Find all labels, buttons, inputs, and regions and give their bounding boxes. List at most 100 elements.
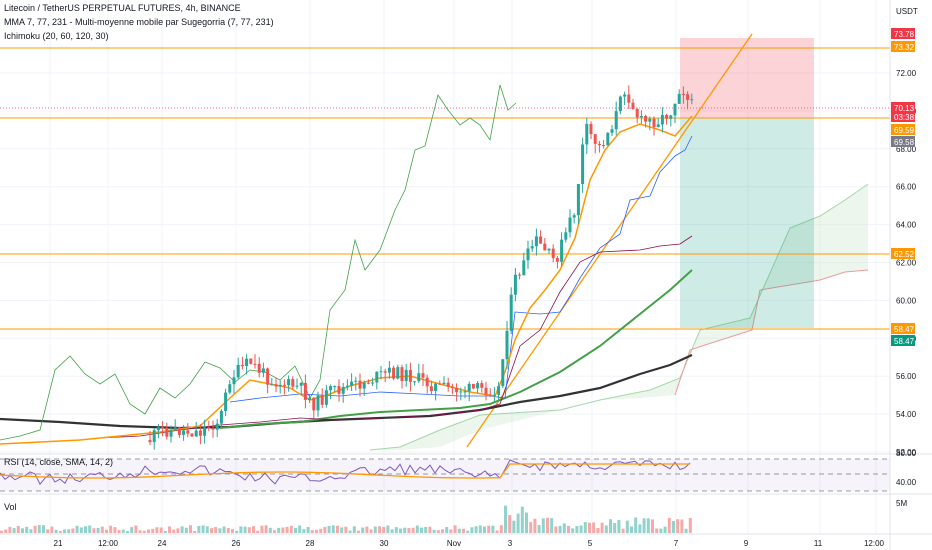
candle-body (660, 114, 664, 125)
candle-body (505, 330, 509, 360)
long-position-tool[interactable] (680, 38, 814, 328)
volume-bar (176, 528, 180, 533)
candle-body (425, 377, 429, 387)
volume-bar (12, 528, 16, 533)
volume-bar (348, 530, 352, 533)
volume-bar (663, 526, 667, 533)
volume-bar (126, 530, 129, 533)
legend-rsi[interactable]: RSI (14, close, SMA, 14, 2) (4, 457, 114, 467)
volume-bar (676, 519, 680, 533)
candle-body (421, 373, 425, 378)
volume-bar (310, 530, 314, 533)
volume-bar (638, 524, 642, 533)
candle-body (669, 115, 673, 119)
legend-mma[interactable]: MMA 7, 77, 231 - Multi-moyenne mobile pa… (4, 17, 274, 27)
volume-bar (247, 527, 251, 533)
legend-volume[interactable]: Vol (4, 502, 17, 512)
candle-body (245, 358, 249, 367)
candle-body (497, 386, 501, 395)
price-tag (891, 28, 915, 39)
volume-bar (277, 527, 281, 533)
candle-body (690, 99, 694, 101)
volume-bar (79, 527, 83, 533)
volume-bar (184, 527, 188, 533)
candle-body (312, 397, 316, 411)
volume-bar (436, 530, 440, 533)
candle-body (165, 427, 169, 437)
volume-bar (226, 528, 230, 533)
candle-body (303, 382, 307, 400)
candle-body (572, 215, 576, 218)
volume-bar (499, 525, 503, 533)
volume-bar (25, 526, 29, 533)
volume-bar (588, 522, 591, 533)
time-axis[interactable]: 21 12:00 24 26 28 30 Nov 3 5 7 9 11 12:00 (54, 539, 885, 548)
volume-bar (365, 526, 369, 533)
volume-bar (306, 527, 310, 533)
volume-bar (625, 520, 629, 533)
volume-bar (231, 529, 234, 533)
volume-bar (655, 528, 659, 533)
volume-bar (554, 526, 558, 533)
volume-bar (403, 527, 407, 533)
candle-body (341, 387, 345, 394)
volume-bar (592, 522, 596, 533)
volume-bar (117, 530, 121, 533)
candle-body (333, 386, 337, 388)
candle-body (299, 382, 303, 386)
candle-body (455, 387, 459, 393)
legend-symbol[interactable]: Litecoin / TetherUS PERPETUAL FUTURES, 4… (4, 3, 241, 13)
candle-body (522, 260, 526, 276)
volume-bar (138, 530, 142, 533)
candle-body (350, 381, 354, 386)
candle-body (652, 118, 656, 127)
volume-bar (537, 525, 541, 533)
volume-bar (336, 525, 339, 533)
candle-body (610, 129, 614, 133)
candle-body (253, 363, 257, 365)
legend-ichimoku[interactable]: Ichimoku (20, 60, 120, 30) (4, 31, 109, 41)
price-axis[interactable]: USDT 72.0070.0068.0066.0064.0062.0060.00… (896, 7, 918, 457)
trend-line[interactable] (466, 33, 753, 448)
volume-bar (96, 527, 100, 533)
candle-body (509, 294, 513, 331)
volume-bar (462, 528, 465, 533)
volume-bar (604, 525, 608, 533)
volume-bar (466, 530, 470, 533)
candle-body (627, 94, 631, 103)
candle-body (656, 124, 660, 127)
volume-bar (42, 525, 45, 533)
volume-bar (218, 528, 222, 533)
candle-body (291, 379, 295, 387)
volume-bar (323, 526, 327, 533)
volume-bar (289, 525, 293, 533)
volume-bar (390, 529, 394, 533)
volume-bar (315, 529, 318, 533)
candle-body (219, 411, 223, 424)
volume-bar (630, 526, 633, 533)
time-tick: 5 (588, 539, 593, 548)
candle-body (249, 358, 253, 364)
take-profit-zone (680, 118, 814, 328)
volume-bar (273, 530, 276, 533)
candle-body (194, 430, 198, 437)
volume-bar (613, 523, 617, 533)
volume-bar (268, 527, 272, 533)
volume-bar (432, 529, 436, 533)
candle-body (648, 118, 652, 122)
volume-bar (168, 526, 171, 533)
volume-bar (71, 528, 75, 533)
volume-bar (239, 526, 243, 533)
candle-body (673, 103, 677, 116)
candle-body (308, 397, 312, 400)
candle-body (450, 386, 454, 388)
candle-body (404, 369, 408, 381)
volume-pane (0, 505, 692, 533)
volume-bar (256, 530, 260, 533)
candle-body (274, 384, 278, 387)
candle-body (459, 391, 463, 393)
candle-body (392, 367, 396, 379)
volume-bar (193, 530, 197, 533)
candle-body (635, 109, 639, 118)
